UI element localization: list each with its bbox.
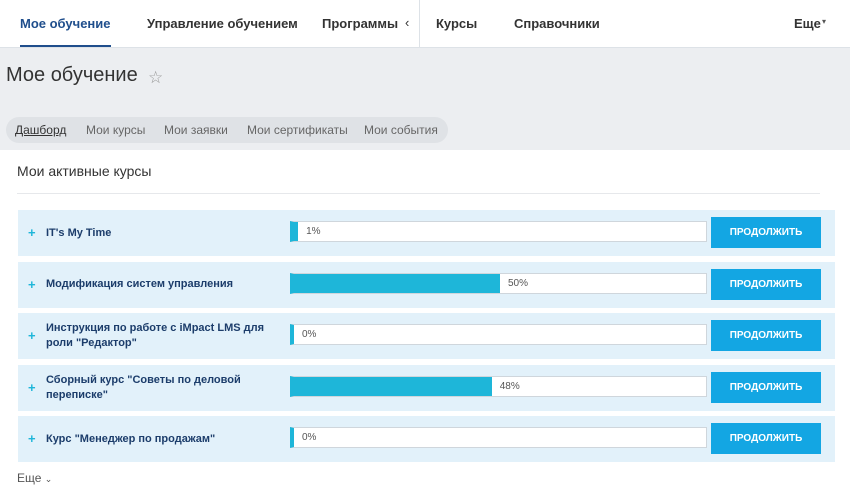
progress-label: 0% — [302, 329, 317, 340]
continue-button[interactable]: ПРОДОЛЖИТЬ — [711, 320, 821, 351]
show-more-caret: ⌄ — [44, 474, 53, 484]
course-title[interactable]: Сборный курс "Советы по деловой переписк… — [46, 373, 241, 401]
nav-tab[interactable]: Управление обучением — [147, 16, 298, 31]
show-more-label[interactable]: Еще — [17, 471, 42, 485]
progress-label: 48% — [499, 380, 520, 392]
course-title[interactable]: Модификация систем управления — [46, 278, 234, 290]
expand-icon[interactable]: + — [28, 276, 36, 292]
continue-button[interactable]: ПРОДОЛЖИТЬ — [711, 371, 821, 403]
favorite-star[interactable]: ☆ — [148, 68, 164, 87]
expand-icon[interactable]: + — [28, 379, 36, 395]
course-row: + Сборный курс "Советы по деловой перепис… — [18, 364, 835, 411]
subtab[interactable]: Дашборд — [15, 123, 67, 137]
course-title[interactable]: Курс "Менеджер по продажам" — [46, 432, 216, 445]
progress-label: 50% — [508, 277, 529, 289]
progress-track: 50% — [290, 272, 707, 294]
nav-more[interactable]: Еще — [794, 16, 821, 31]
subtab[interactable]: Мои курсы — [86, 123, 146, 137]
nav-tab[interactable]: Курсы — [436, 16, 478, 31]
expand-icon[interactable]: + — [28, 431, 36, 446]
progress-track: 0% — [290, 427, 707, 448]
progress-fill — [294, 376, 492, 396]
nav-tab[interactable]: Справочники — [514, 16, 600, 31]
progress-fill — [294, 273, 500, 293]
top-nav: Мое обучение Управление обучением Програ… — [0, 0, 850, 48]
nav-tab[interactable]: Мое обучение — [20, 0, 111, 47]
subtab[interactable]: Мои заявки — [164, 123, 228, 137]
continue-button[interactable]: ПРОДОЛЖИТЬ — [711, 268, 821, 300]
nav-scroll-left[interactable]: ‹ — [405, 15, 410, 30]
progress-label: 0% — [302, 432, 317, 443]
subtab-bar — [6, 117, 448, 143]
expand-icon[interactable]: + — [28, 225, 36, 240]
continue-button[interactable]: ПРОДОЛЖИТЬ — [711, 423, 821, 454]
nav-tab[interactable]: Программы — [322, 16, 399, 31]
expand-icon[interactable]: + — [28, 328, 36, 343]
page-title: Мое обучение — [6, 64, 138, 86]
progress-track: 1% — [290, 221, 707, 242]
section-title: Мои активные курсы — [17, 163, 152, 179]
nav-more-caret: ▾ — [822, 17, 827, 26]
section-divider — [17, 193, 820, 194]
progress-label: 1% — [306, 226, 321, 237]
subtab[interactable]: Мои сертификаты — [247, 123, 348, 137]
show-more[interactable]: Еще ⌄ — [17, 471, 52, 485]
course-row: + Курс "Менеджер по продажам" 0% ПРОДОЛЖИТЬ — [18, 416, 835, 462]
progress-track: 0% — [290, 324, 707, 345]
continue-button[interactable]: ПРОДОЛЖИТЬ — [711, 217, 821, 248]
course-row: + IT's My Time 1% ПРОДОЛЖИТЬ — [18, 210, 835, 256]
progress-fill — [294, 222, 299, 241]
course-row: + Модификация систем управления 50% ПРОДОЛЖ… — [18, 261, 835, 308]
nav-divider — [419, 0, 420, 47]
course-title[interactable]: IT's My Time — [46, 226, 112, 239]
course-title[interactable]: Инструкция по работе с iMpact LMS для ро… — [46, 322, 265, 349]
progress-track: 48% — [290, 375, 707, 397]
course-row: + Инструкция по работе с iMpact LMS для р… — [18, 313, 835, 359]
subtab[interactable]: Мои события — [364, 123, 438, 137]
